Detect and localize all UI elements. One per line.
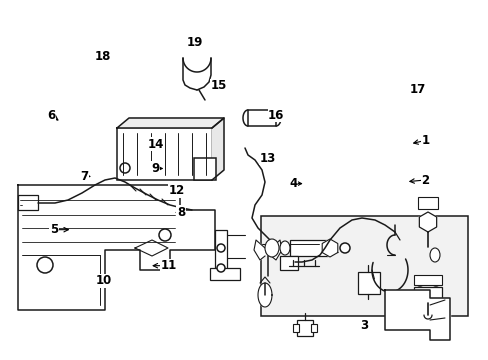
Text: 6: 6	[47, 109, 55, 122]
Polygon shape	[18, 185, 215, 310]
Polygon shape	[253, 240, 264, 260]
Polygon shape	[212, 118, 224, 180]
Ellipse shape	[429, 248, 439, 262]
Text: 3: 3	[360, 319, 367, 332]
Circle shape	[409, 320, 419, 330]
Circle shape	[217, 264, 224, 272]
Ellipse shape	[264, 239, 279, 257]
Bar	[215, 230, 226, 275]
Text: 13: 13	[259, 152, 276, 165]
Bar	[285, 228, 323, 260]
Text: 9: 9	[151, 162, 159, 175]
Circle shape	[430, 276, 440, 286]
Circle shape	[262, 244, 273, 256]
Bar	[413, 275, 441, 285]
Bar	[261, 216, 467, 316]
Polygon shape	[322, 239, 337, 257]
Bar	[209, 268, 240, 280]
Bar	[292, 324, 298, 332]
Text: 1: 1	[421, 134, 428, 147]
Polygon shape	[419, 212, 436, 232]
Text: 15: 15	[210, 79, 227, 92]
Text: 14: 14	[147, 138, 163, 150]
Text: 2: 2	[421, 174, 428, 186]
Polygon shape	[258, 283, 271, 307]
Bar	[296, 320, 312, 336]
Circle shape	[339, 243, 349, 253]
Text: 10: 10	[96, 274, 112, 287]
Text: 8: 8	[177, 206, 184, 219]
Text: 19: 19	[186, 36, 203, 49]
Polygon shape	[384, 290, 449, 340]
Circle shape	[414, 276, 424, 286]
Polygon shape	[117, 118, 224, 128]
Bar	[413, 287, 441, 303]
Bar	[117, 128, 212, 180]
Text: 7: 7	[80, 170, 88, 183]
Bar	[357, 272, 379, 294]
Text: 18: 18	[94, 50, 111, 63]
Text: 5: 5	[50, 223, 58, 236]
Bar	[417, 197, 437, 209]
Bar	[289, 240, 327, 256]
Text: 16: 16	[267, 109, 284, 122]
Circle shape	[37, 257, 53, 273]
Bar	[194, 158, 216, 180]
Bar	[280, 256, 297, 270]
Polygon shape	[135, 240, 168, 256]
Text: 11: 11	[160, 259, 177, 272]
Text: 17: 17	[409, 83, 426, 96]
Bar	[310, 324, 316, 332]
Bar	[18, 195, 38, 210]
Circle shape	[392, 303, 406, 317]
Circle shape	[217, 244, 224, 252]
Bar	[247, 110, 275, 126]
Bar	[254, 244, 268, 252]
Polygon shape	[270, 240, 282, 260]
Ellipse shape	[280, 241, 289, 255]
Circle shape	[120, 163, 130, 173]
Circle shape	[159, 229, 171, 241]
Text: 12: 12	[168, 184, 185, 197]
Text: 4: 4	[289, 177, 297, 190]
